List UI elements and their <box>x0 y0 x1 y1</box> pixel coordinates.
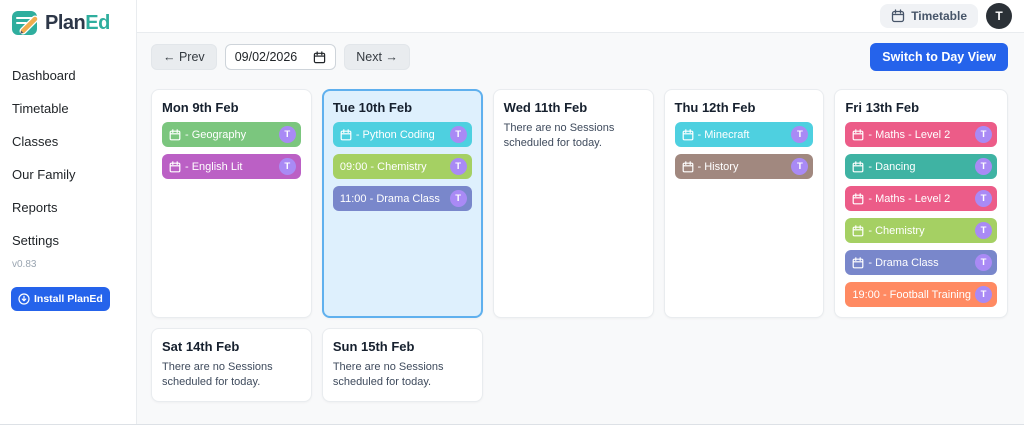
teacher-badge[interactable]: T <box>449 158 467 175</box>
session-label: - Drama Class <box>868 256 939 269</box>
session-label: - Geography <box>185 128 247 141</box>
next-week-button[interactable]: Next → <box>344 44 410 70</box>
sidebar-item-classes[interactable]: Classes <box>12 134 59 149</box>
day-card-thu-12th-feb: Thu 12th Feb - Minecraft T - History T <box>663 89 825 318</box>
day-title: Wed 11th Feb <box>503 100 588 115</box>
sidebar-item-reports[interactable]: Reports <box>12 200 58 215</box>
main-area: Timetable T ← Prev 09/02/2026 <box>137 0 1024 424</box>
session-label: - Minecraft <box>697 128 750 141</box>
calendar-icon <box>340 128 352 141</box>
day-title: Fri 13th Feb <box>845 100 920 115</box>
session-label: - Chemistry <box>868 224 925 237</box>
calendar-icon <box>852 128 864 141</box>
day-title: Mon 9th Feb <box>162 100 239 115</box>
session-pill-python-coding[interactable]: - Python Coding T <box>332 122 472 147</box>
calendar-icon <box>682 160 694 173</box>
top-bar: Timetable T <box>137 0 1024 33</box>
calendar-icon <box>169 160 181 173</box>
session-label: - Maths - Level 2 <box>868 128 951 141</box>
teacher-badge[interactable]: T <box>278 126 296 143</box>
session-label: 19:00 - Football Training <box>852 288 971 301</box>
teacher-badge[interactable]: T <box>975 222 992 239</box>
download-icon <box>18 293 30 305</box>
version-label: v0.83 <box>12 259 37 270</box>
session-pill-geography[interactable]: - Geography T <box>162 122 301 147</box>
calendar-icon <box>891 9 905 23</box>
session-pill-11-00-drama-class[interactable]: 11:00 - Drama Class T <box>332 186 472 211</box>
day-title: Sun 15th Feb <box>332 339 415 354</box>
teacher-badge[interactable]: T <box>449 126 467 143</box>
calendar-icon <box>852 160 864 173</box>
session-label: - Maths - Level 2 <box>868 192 951 205</box>
calendar-icon <box>852 192 864 205</box>
sidebar-item-dashboard[interactable]: Dashboard <box>12 68 76 83</box>
no-sessions-message: There are no Sessions scheduled for toda… <box>503 122 615 150</box>
no-sessions-message: There are no Sessions scheduled for toda… <box>332 361 444 389</box>
teacher-badge[interactable]: T <box>791 158 809 175</box>
calendar-icon <box>852 224 864 237</box>
session-label: - Python Coding <box>355 128 435 141</box>
session-label: - English Lit <box>185 160 243 173</box>
teacher-badge[interactable]: T <box>975 158 992 175</box>
session-pill-19-00-football-training[interactable]: 19:00 - Football Training T <box>845 282 997 307</box>
day-card-wed-11th-feb: Wed 11th Feb There are no Sessions schedu… <box>492 89 654 318</box>
session-pill-maths-level-2[interactable]: - Maths - Level 2 T <box>845 122 997 147</box>
switch-to-day-view-button[interactable]: Switch to Day View <box>870 43 1008 71</box>
sidebar-item-settings[interactable]: Settings <box>12 233 59 248</box>
session-pill-dancing[interactable]: - Dancing T <box>845 154 997 179</box>
teacher-badge[interactable]: T <box>449 190 467 207</box>
calendar-icon <box>169 128 181 141</box>
install-planed-button[interactable]: Install PlanEd <box>11 287 110 311</box>
calendar-picker-icon[interactable] <box>313 50 326 64</box>
session-pill-history[interactable]: - History T <box>674 154 814 179</box>
calendar-icon <box>682 128 694 141</box>
brand[interactable]: PlanEd <box>10 8 126 38</box>
session-pill-minecraft[interactable]: - Minecraft T <box>674 122 814 147</box>
user-avatar[interactable]: T <box>986 3 1012 29</box>
sidebar-item-our-family[interactable]: Our Family <box>12 167 76 182</box>
session-label: 11:00 - Drama Class <box>339 192 440 205</box>
session-pill-drama-class[interactable]: - Drama Class T <box>845 250 997 275</box>
session-label: - Dancing <box>868 160 916 173</box>
session-pill-chemistry[interactable]: - Chemistry T <box>845 218 997 243</box>
session-pill-english-lit[interactable]: - English Lit T <box>162 154 301 179</box>
session-label: - History <box>697 160 739 173</box>
day-card-sat-14th-feb: Sat 14th Feb There are no Sessions schedu… <box>151 328 312 402</box>
week-grid: Mon 9th Feb - Geography T - English Lit T Tue… <box>151 89 1008 402</box>
date-input[interactable]: 09/02/2026 <box>224 44 337 70</box>
no-sessions-message: There are no Sessions scheduled for toda… <box>162 361 273 389</box>
teacher-badge[interactable]: T <box>975 254 992 271</box>
teacher-badge[interactable]: T <box>278 158 296 175</box>
sidebar-nav: Dashboard Timetable Classes Our Family Repor… <box>10 59 126 257</box>
sidebar: PlanEd Dashboard Timetable Classes Our Fami… <box>0 0 137 424</box>
toolbar: ← Prev 09/02/2026 Next → Switch to Day V… <box>151 43 1008 71</box>
teacher-badge[interactable]: T <box>975 190 992 207</box>
teacher-badge[interactable]: T <box>975 126 992 143</box>
brand-name: PlanEd <box>45 11 110 34</box>
sidebar-item-timetable[interactable]: Timetable <box>12 101 69 116</box>
planed-logo-icon <box>10 8 40 38</box>
teacher-badge[interactable]: T <box>791 126 809 143</box>
day-title: Sat 14th Feb <box>162 339 240 354</box>
session-pill-09-00-chemistry[interactable]: 09:00 - Chemistry T <box>332 154 472 179</box>
session-pill-maths-level-2[interactable]: - Maths - Level 2 T <box>845 186 997 211</box>
day-title: Thu 12th Feb <box>674 100 756 115</box>
day-card-sun-15th-feb: Sun 15th Feb There are no Sessions schedu… <box>321 328 483 402</box>
content-area: ← Prev 09/02/2026 Next → Switch to Day V… <box>137 33 1024 424</box>
day-title: Tue 10th Feb <box>332 100 413 115</box>
day-card-mon-9th-feb: Mon 9th Feb - Geography T - English Lit T <box>151 89 312 318</box>
timetable-button[interactable]: Timetable <box>880 4 978 28</box>
calendar-icon <box>852 256 864 269</box>
teacher-badge[interactable]: T <box>975 286 992 303</box>
prev-week-button[interactable]: ← Prev <box>151 44 217 70</box>
day-card-tue-10th-feb: Tue 10th Feb - Python Coding T 09:00 - Chem… <box>321 89 483 318</box>
day-card-fri-13th-feb: Fri 13th Feb - Maths - Level 2 T - Dancing T… <box>834 89 1008 318</box>
session-label: 09:00 - Chemistry <box>339 160 427 173</box>
